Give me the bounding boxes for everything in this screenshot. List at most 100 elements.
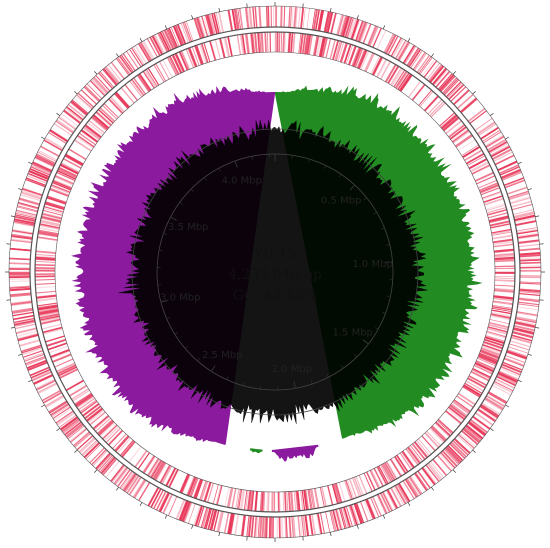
cds-stripe	[38, 231, 59, 237]
cds-stripe	[12, 308, 34, 314]
cds-stripe	[518, 297, 540, 302]
cds-stripe	[303, 489, 308, 511]
cds-stripe	[478, 123, 497, 137]
cds-stripe	[394, 456, 407, 474]
cds-stripe	[180, 22, 189, 43]
cds-stripe	[487, 208, 507, 216]
cds-stripe	[162, 59, 173, 78]
cds-stripe	[254, 491, 258, 512]
cds-stripe	[371, 56, 383, 76]
cds-stripe	[305, 514, 310, 536]
outer-tick	[329, 532, 332, 537]
cds-stripe	[240, 34, 246, 55]
cds-stripe	[134, 450, 148, 468]
outer-tick	[472, 449, 476, 453]
cds-stripe	[501, 363, 522, 374]
cds-stripe	[429, 427, 445, 443]
cds-stripe	[482, 191, 502, 200]
cds-stripe	[60, 163, 79, 174]
cds-stripe	[207, 483, 214, 503]
cds-stripe	[177, 499, 186, 520]
cds-stripe	[405, 447, 419, 466]
cds-stripe	[166, 28, 176, 49]
cds-stripe	[511, 203, 533, 211]
cds-stripe	[518, 244, 540, 248]
cds-stripe	[266, 491, 269, 512]
outer-tick	[535, 215, 540, 218]
cds-stripe	[453, 89, 470, 106]
cds-stripe	[494, 379, 514, 390]
cds-stripe	[384, 33, 395, 54]
cds-stripe	[280, 516, 284, 538]
cds-stripe	[12, 229, 34, 236]
cds-stripe	[223, 37, 230, 58]
cds-stripe	[506, 351, 527, 360]
cds-stripe	[487, 392, 507, 404]
cds-stripe	[168, 56, 180, 75]
cds-stripe	[321, 37, 328, 58]
cds-stripe	[305, 34, 311, 55]
cds-stripe	[110, 96, 126, 112]
cds-stripe	[138, 73, 152, 92]
cds-stripe	[239, 489, 245, 510]
cds-stripe	[299, 33, 303, 54]
cds-stripe	[15, 213, 37, 219]
cds-stripe	[474, 412, 494, 426]
axis-major-tick	[170, 216, 177, 221]
cds-stripe	[351, 19, 360, 40]
axis-minor-tick	[291, 155, 293, 159]
cds-stripe	[80, 129, 99, 143]
cds-stripe	[79, 438, 96, 454]
cds-stripe	[443, 448, 460, 465]
cds-stripe	[467, 155, 486, 166]
cds-stripe	[432, 458, 448, 476]
cds-stripe	[197, 16, 206, 38]
cds-stripe	[483, 342, 503, 350]
cds-stripe	[427, 64, 443, 82]
cds-stripe	[63, 109, 81, 124]
cds-stripe	[404, 478, 418, 498]
cds-stripe	[224, 37, 231, 57]
cds-stripe	[514, 217, 536, 223]
cds-stripe	[55, 119, 75, 134]
cds-stripe	[224, 487, 230, 507]
cds-stripe	[98, 454, 113, 472]
cds-stripe	[347, 17, 355, 39]
cds-stripe	[517, 232, 539, 237]
cds-stripe	[445, 120, 462, 135]
cds-stripe	[130, 79, 144, 97]
cds-stripe	[52, 181, 72, 191]
cds-stripe	[37, 382, 58, 394]
cds-stripe	[65, 379, 85, 392]
genome-name: YB-15	[253, 246, 296, 262]
cds-stripe	[42, 209, 63, 216]
cds-stripe	[497, 372, 518, 384]
cds-stripe	[76, 136, 94, 149]
cds-stripe	[447, 123, 465, 137]
cds-stripe	[389, 458, 403, 477]
cds-stripe	[473, 364, 493, 375]
cds-stripe	[319, 10, 325, 32]
cds-stripe	[52, 181, 72, 191]
outer-tick	[489, 113, 494, 116]
cds-stripe	[298, 33, 302, 54]
cds-stripe	[302, 33, 307, 54]
cds-stripe	[129, 49, 142, 68]
cds-stripe	[69, 385, 88, 397]
axis-minor-tick	[226, 376, 229, 380]
cds-stripe	[206, 482, 214, 503]
cds-stripe	[68, 148, 87, 160]
cds-stripe	[85, 444, 101, 460]
cds-stripe	[515, 317, 537, 324]
cds-stripe	[30, 368, 51, 379]
cds-stripe	[70, 428, 88, 443]
cds-stripe	[376, 466, 388, 485]
cds-stripe	[176, 24, 187, 45]
cds-stripe	[48, 131, 67, 144]
cds-stripe	[31, 162, 52, 174]
cds-stripe	[464, 382, 483, 394]
cds-stripe	[288, 491, 291, 512]
cds-stripe	[429, 100, 445, 117]
cds-stripe	[250, 490, 255, 511]
cds-stripe	[493, 297, 514, 302]
